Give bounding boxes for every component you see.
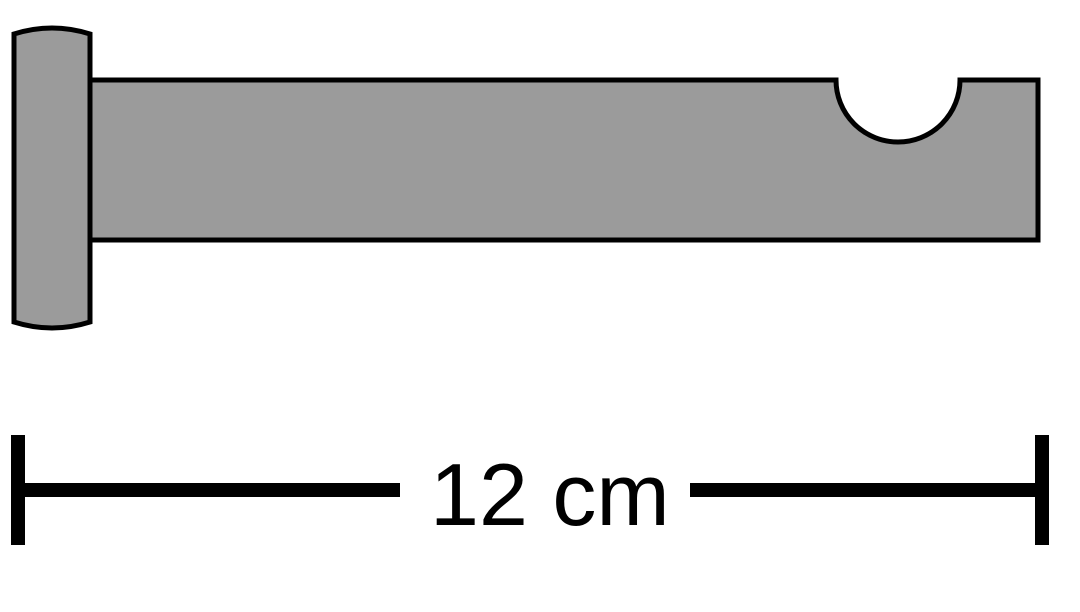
bracket-arm: [90, 80, 1038, 240]
technical-diagram: 12 cm: [0, 0, 1080, 612]
dimension-label: 12 cm: [430, 444, 670, 546]
base-plate: [14, 28, 90, 328]
